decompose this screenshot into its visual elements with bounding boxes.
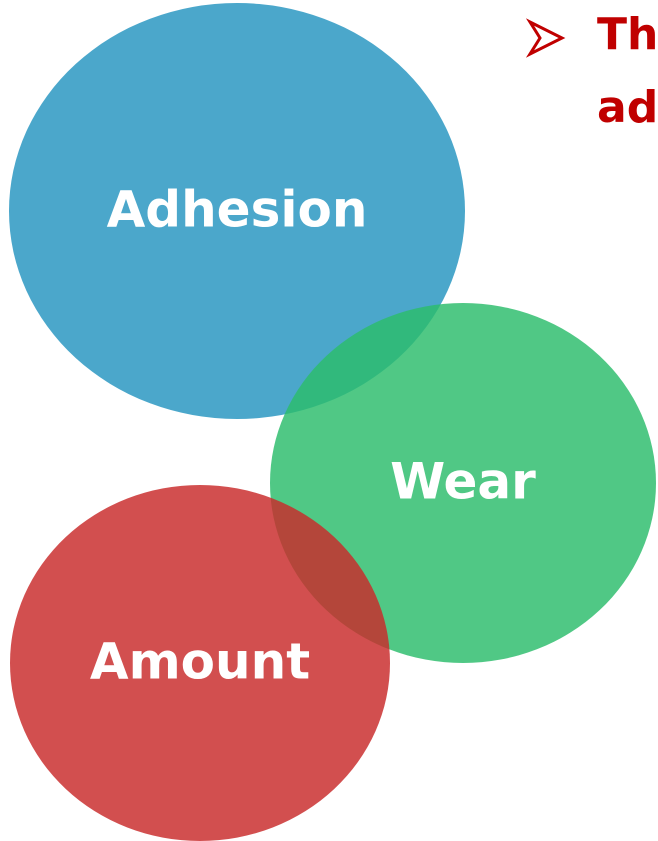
circle-adhesion bbox=[9, 3, 465, 419]
heading-line: Th bbox=[597, 9, 658, 60]
heading-line: ad bbox=[597, 82, 658, 133]
circle-label: Wear bbox=[390, 453, 536, 511]
bullet-arrow bbox=[525, 18, 566, 58]
circle-label: Amount bbox=[90, 633, 310, 691]
circle-wear bbox=[270, 303, 656, 663]
circle-label: Adhesion bbox=[107, 181, 368, 239]
circle-amount bbox=[10, 485, 390, 841]
